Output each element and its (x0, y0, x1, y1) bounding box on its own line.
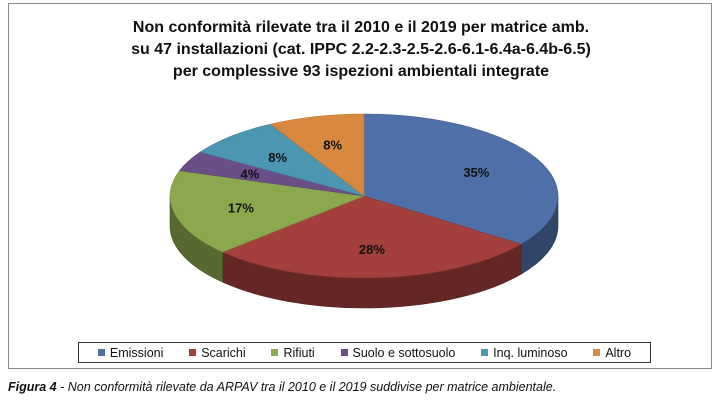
legend-swatch (593, 349, 601, 356)
legend-item-altro: Altro (593, 346, 631, 360)
data-label-emissioni: 35% (463, 165, 489, 180)
legend-item-inq-luminoso: Inq. luminoso (481, 345, 568, 360)
data-label-altro: 8% (323, 137, 342, 152)
legend-swatch (340, 349, 348, 356)
legend-label: Rifiuti (283, 345, 315, 360)
chart-title: Non conformità rilevate tra il 2010 e il… (0, 17, 722, 83)
legend-label: Scarichi (201, 345, 246, 360)
pie-slice-altro (269, 113, 365, 197)
legend-swatch (189, 349, 197, 356)
data-label-rifiuti: 17% (228, 201, 254, 216)
legend-label: Emissioni (109, 345, 164, 360)
legend-item-suolo-e-sottosuolo: Suolo e sottosuolo (340, 345, 456, 360)
data-label-scarichi: 28% (359, 242, 385, 257)
legend-swatch (481, 349, 489, 356)
pie-slice-rifiuti (169, 170, 366, 253)
legend-label: Suolo e sottosuolo (352, 345, 456, 360)
legend-item-rifiuti: Rifiuti (271, 345, 315, 360)
pie-slice-emissioni (363, 113, 559, 245)
pie-top (169, 113, 559, 279)
legend-item-scarichi: Scarichi (189, 345, 246, 360)
data-label-inq-luminoso: 8% (268, 150, 287, 165)
pie-slice-scarichi (221, 195, 522, 279)
chart-title-line-2: su 47 installazioni (cat. IPPC 2.2-2.3-2… (131, 41, 591, 58)
figure-caption: Figura 4 - Non conformità rilevate da AR… (8, 380, 712, 394)
pie-data-labels: 35% 28% 17% 4% 8% 8% (228, 137, 490, 257)
chart-title-line-1: Non conformità rilevate tra il 2010 e il… (132, 19, 590, 36)
chart-legend: Emissioni Scarichi Rifiuti Suolo e sottosuo… (78, 342, 651, 363)
legend-swatch (97, 349, 105, 356)
chart-title-line-3: per complessive 93 ispezioni ambientali … (172, 63, 550, 80)
legend-label: Altro (605, 345, 632, 360)
caption-prefix: Figura 4 (8, 380, 57, 394)
legend-label: Inq. luminoso (493, 345, 568, 360)
data-label-suolo-e-sottosuolo: 4% (241, 166, 260, 181)
pie-slice-inq-luminoso (199, 123, 365, 197)
caption-text: - Non conformità rilevate da ARPAV tra i… (56, 380, 557, 394)
legend-swatch (271, 349, 279, 356)
legend-item-emissioni: Emissioni (97, 345, 164, 360)
